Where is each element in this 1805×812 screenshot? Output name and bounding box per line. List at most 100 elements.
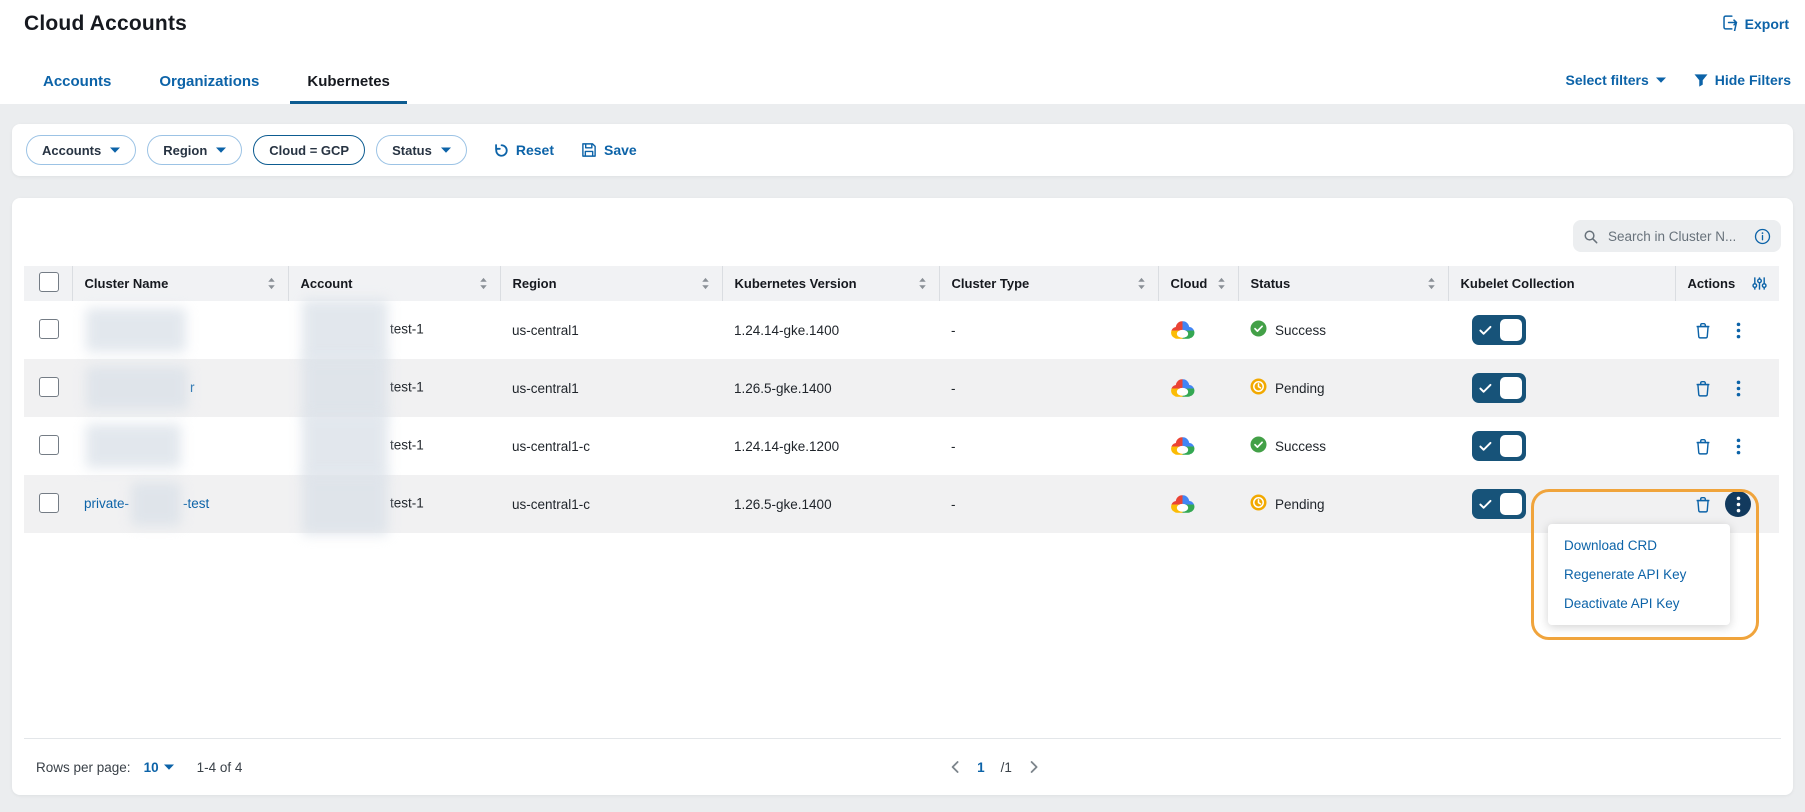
reset-filters-button[interactable]: Reset — [494, 142, 554, 158]
column-header-actions: Actions — [1675, 266, 1779, 301]
table-row: private- -test test-1 us-central1-c 1.26.5-g… — [24, 473, 1779, 535]
next-page-button[interactable] — [1028, 760, 1041, 774]
pagination-bar: Rows per page: 10 1-4 of 4 1 /1 — [24, 739, 1781, 795]
menu-item-download-crd[interactable]: Download CRD — [1564, 538, 1658, 553]
column-label: Actions — [1687, 276, 1736, 291]
region-cell: us-central1-c — [500, 475, 722, 533]
column-settings-icon[interactable] — [1752, 276, 1767, 291]
redacted-text — [302, 473, 388, 535]
status-label: Pending — [1275, 380, 1325, 396]
column-label: Region — [512, 276, 557, 291]
kubelet-collection-cell — [1448, 417, 1675, 475]
pager: 1 /1 — [948, 760, 1041, 775]
save-filters-button[interactable]: Save — [581, 142, 637, 158]
row-checkbox[interactable] — [39, 318, 59, 339]
column-label: Status — [1250, 276, 1291, 291]
toggle-knob — [1500, 319, 1522, 341]
export-icon — [1721, 14, 1738, 35]
success-icon — [1250, 320, 1267, 340]
cloud-cell — [1158, 359, 1238, 417]
sort-icon[interactable] — [1427, 277, 1436, 290]
export-button[interactable]: Export — [1719, 12, 1791, 36]
column-header-cluster-type: Cluster Type — [939, 266, 1159, 301]
select-cell — [24, 359, 72, 417]
region-cell: us-central1-c — [512, 438, 591, 454]
delete-button[interactable] — [1690, 433, 1716, 459]
kubelet-collection-toggle[interactable] — [1472, 373, 1526, 403]
filter-chip-status[interactable]: Status — [376, 135, 467, 165]
toggle-knob — [1500, 493, 1522, 515]
search-input[interactable] — [1606, 227, 1746, 245]
select-cell — [24, 417, 72, 475]
cluster-name-link[interactable]: r — [84, 366, 195, 410]
redacted-text — [302, 299, 388, 361]
actions-cell-wrap — [1675, 475, 1779, 533]
row-checkbox[interactable] — [39, 434, 59, 455]
status-badge: Success — [1250, 436, 1436, 456]
status-cell: Pending — [1238, 359, 1448, 417]
more-actions-button[interactable] — [1725, 375, 1751, 401]
more-actions-button[interactable] — [1725, 317, 1751, 343]
gcp-cloud-icon — [1170, 436, 1226, 456]
cluster-type-cell: - — [939, 359, 1158, 417]
sort-icon[interactable] — [918, 277, 927, 290]
cluster-name-link[interactable] — [84, 424, 183, 468]
row-checkbox[interactable] — [39, 376, 59, 397]
hide-filters-button[interactable]: Hide Filters — [1694, 72, 1791, 88]
column-header-kubernetes-version: Kubernetes Version — [722, 266, 940, 301]
kubernetes-version-cell: 1.26.5-gke.1400 — [722, 359, 939, 417]
cluster-name-link[interactable] — [84, 308, 188, 352]
menu-item-deactivate-api-key[interactable]: Deactivate API Key — [1564, 596, 1680, 611]
sort-icon[interactable] — [1217, 277, 1226, 290]
delete-button[interactable] — [1690, 491, 1716, 517]
menu-item-regenerate-api-key[interactable]: Regenerate API Key — [1564, 567, 1687, 582]
kubelet-collection-toggle[interactable] — [1472, 315, 1526, 345]
account-text: test-1 — [390, 495, 424, 511]
cluster-name-link[interactable]: private- -test — [84, 482, 209, 526]
row-actions — [1687, 433, 1767, 459]
chevron-down-icon — [110, 147, 121, 153]
cloud-cell — [1158, 417, 1238, 475]
status-cell: Pending — [1238, 475, 1448, 533]
previous-page-button[interactable] — [948, 760, 961, 774]
column-label: Kubelet Collection — [1460, 276, 1575, 291]
sort-icon[interactable] — [479, 277, 488, 290]
column-label: Kubernetes Version — [734, 276, 857, 291]
more-actions-button[interactable] — [1725, 491, 1751, 517]
kubelet-collection-toggle[interactable] — [1472, 431, 1526, 461]
row-checkbox[interactable] — [39, 492, 59, 513]
account-cell: test-1 — [288, 299, 500, 361]
redacted-text — [86, 424, 181, 468]
delete-button[interactable] — [1690, 317, 1716, 343]
current-page[interactable]: 1 — [977, 759, 985, 775]
kubelet-collection-toggle[interactable] — [1472, 489, 1526, 519]
region-cell: us-central1 — [512, 322, 579, 338]
select-all-checkbox[interactable] — [39, 272, 59, 292]
status-label: Pending — [1275, 496, 1325, 512]
account-cell: test-1 — [288, 473, 500, 535]
tab-kubernetes[interactable]: Kubernetes — [290, 65, 407, 104]
rows-per-page-dropdown[interactable]: 10 — [138, 759, 180, 776]
column-header-status: Status — [1238, 266, 1449, 301]
filter-chip-cloud-gcp[interactable]: Cloud = GCP — [253, 135, 366, 165]
sort-icon[interactable] — [267, 277, 276, 290]
column-header-account: Account — [288, 266, 501, 301]
export-label: Export — [1744, 16, 1789, 32]
sort-icon[interactable] — [1137, 277, 1146, 290]
pagination-divider — [24, 738, 1781, 739]
select-filters-dropdown[interactable]: Select filters — [1565, 72, 1666, 88]
more-actions-button[interactable] — [1725, 433, 1751, 459]
cluster-name-cell: private- -test — [72, 475, 288, 533]
tab-organizations[interactable]: Organizations — [159, 73, 260, 90]
sort-icon[interactable] — [701, 277, 710, 290]
filter-chip-accounts[interactable]: Accounts — [26, 135, 137, 165]
pending-icon — [1250, 494, 1267, 514]
tab-accounts[interactable]: Accounts — [43, 73, 112, 90]
delete-button[interactable] — [1690, 375, 1716, 401]
filter-chip-region[interactable]: Region — [147, 135, 243, 165]
info-icon[interactable] — [1754, 228, 1771, 245]
actions-cell-wrap — [1675, 417, 1779, 475]
cluster-type-cell: - — [951, 322, 956, 338]
row-actions — [1687, 317, 1767, 343]
